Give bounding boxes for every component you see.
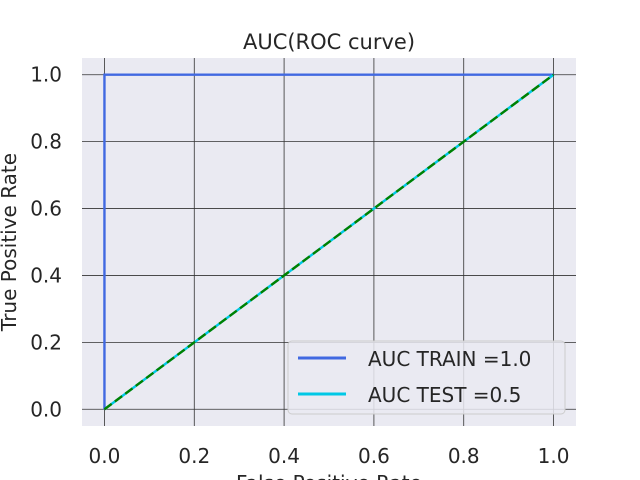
y-tick-label: 0.2 bbox=[30, 330, 62, 354]
y-tick-label: 0.6 bbox=[30, 197, 62, 221]
train-roc-line bbox=[103, 73, 554, 410]
x-tick-label: 0.8 bbox=[448, 444, 480, 468]
x-tick-label: 0.0 bbox=[89, 444, 121, 468]
x-tick-label: 0.2 bbox=[178, 444, 210, 468]
y-axis-label: True Positive Rate bbox=[0, 153, 21, 332]
y-tick-label: 0.8 bbox=[30, 130, 62, 154]
chance-reference-line bbox=[103, 73, 555, 411]
x-axis-label: False Positive Rate bbox=[236, 471, 422, 480]
y-tick-label: 0.4 bbox=[30, 263, 62, 287]
legend-label-train: AUC TRAIN =1.0 bbox=[368, 347, 531, 371]
legend: AUC TRAIN =1.0 AUC TEST =0.5 bbox=[287, 340, 566, 415]
y-tick-label: 0.0 bbox=[30, 397, 62, 421]
x-tick-label: 1.0 bbox=[538, 444, 570, 468]
x-tick-label: 0.6 bbox=[358, 444, 390, 468]
legend-box bbox=[287, 340, 566, 415]
x-tick-label: 0.4 bbox=[268, 444, 300, 468]
chart-title: AUC(ROC curve) bbox=[243, 30, 415, 54]
x-tick-labels: 0.0 0.2 0.4 0.6 0.8 1.0 bbox=[89, 444, 570, 468]
y-tick-labels: 0.0 0.2 0.4 0.6 0.8 1.0 bbox=[30, 63, 62, 422]
y-tick-label: 1.0 bbox=[30, 63, 62, 87]
grid-lines bbox=[82, 58, 576, 426]
legend-label-test: AUC TEST =0.5 bbox=[368, 383, 521, 407]
series-layer bbox=[103, 73, 555, 411]
